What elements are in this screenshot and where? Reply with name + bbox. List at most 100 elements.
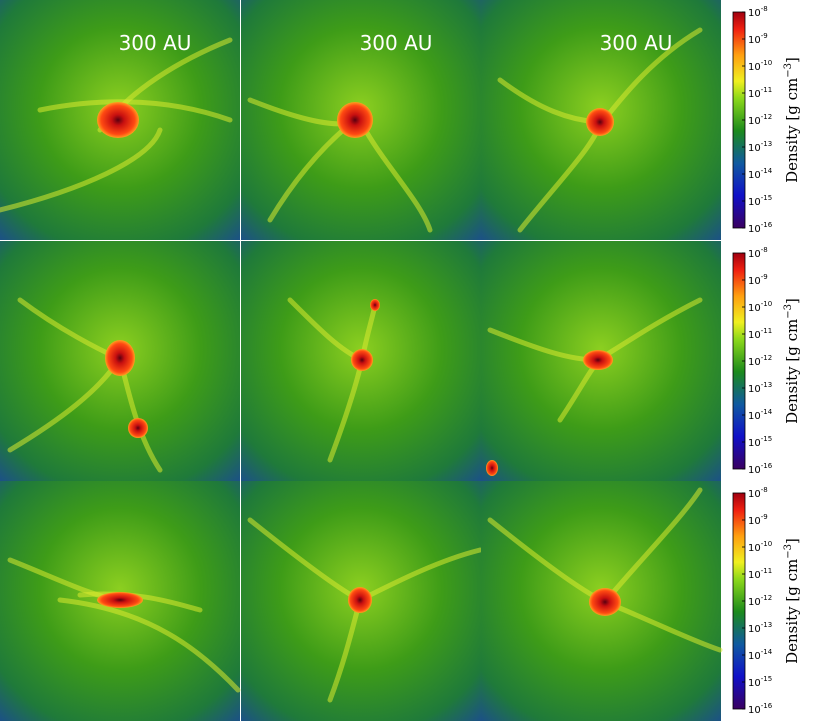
dense-core: [97, 102, 139, 138]
colorbar-tick-label: 10-14: [748, 408, 773, 422]
label-exponent: −3: [783, 544, 794, 559]
label-exponent: −3: [783, 304, 794, 319]
tick-base: 10: [748, 303, 761, 314]
dense-core: [370, 299, 380, 311]
filament: [602, 599, 723, 653]
label-exponent: −3: [783, 63, 794, 78]
tick-base: 10: [748, 170, 761, 181]
colorbar-tick-label: 10-15: [748, 675, 772, 689]
filament: [0, 127, 163, 213]
tick-exponent: -11: [761, 567, 772, 575]
label-main: Density [g cm: [783, 78, 801, 183]
colorbar-tick-label: 10-10: [748, 300, 772, 314]
dense-core: [97, 592, 143, 608]
colorbar-tick-label: 10-12: [748, 354, 772, 368]
tick-exponent: -10: [761, 59, 772, 67]
tick-base: 10: [748, 489, 761, 500]
tick-base: 10: [748, 384, 761, 395]
tick-base: 10: [748, 597, 761, 608]
label-end: ]: [783, 57, 801, 63]
scale-label: 300 AU: [119, 31, 192, 55]
tick-base: 10: [748, 116, 761, 127]
colorbar-tick-label: 10-12: [748, 113, 772, 127]
tick-exponent: -12: [761, 354, 772, 362]
tick-exponent: -15: [761, 194, 772, 202]
colorbar-tick-label: 10-12: [748, 594, 772, 608]
colorbar-tick-label: 10-15: [748, 194, 772, 208]
tick-exponent: -15: [761, 675, 772, 683]
tick-base: 10: [748, 35, 761, 46]
colorbar-tick-label: 10-11: [748, 86, 772, 100]
tick-exponent: -8: [761, 246, 768, 254]
colorbar-tick-label: 10-16: [748, 702, 773, 716]
colorbar-tick-label: 10-8: [748, 5, 768, 19]
colorbar-tick-label: 10-8: [748, 246, 768, 260]
label-end: ]: [783, 538, 801, 544]
tick-base: 10: [748, 465, 761, 476]
label-main: Density [g cm: [783, 559, 801, 664]
filament: [602, 487, 703, 605]
tick-exponent: -13: [761, 621, 772, 629]
panel-grid: 300 AU 300 AU 300 AU: [0, 0, 723, 721]
dense-core: [348, 587, 372, 613]
tick-base: 10: [748, 224, 761, 235]
tick-base: 10: [748, 330, 761, 341]
tick-exponent: -14: [761, 408, 773, 416]
filament: [357, 547, 483, 603]
tick-base: 10: [748, 249, 761, 260]
tick-base: 10: [748, 62, 761, 73]
colorbar-tick-label: 10-15: [748, 435, 772, 449]
label-end: ]: [783, 298, 801, 304]
tick-exponent: -10: [761, 300, 772, 308]
scale-label: 300 AU: [600, 31, 673, 55]
label-main: Density [g cm: [783, 319, 801, 424]
colorbar-tick-label: 10-11: [748, 567, 772, 581]
tick-exponent: -12: [761, 594, 772, 602]
colorbar-tick-label: 10-14: [748, 648, 773, 662]
tick-exponent: -15: [761, 435, 772, 443]
colorbar-tick-label: 10-13: [748, 381, 772, 395]
tick-base: 10: [748, 651, 761, 662]
tick-exponent: -16: [761, 221, 773, 229]
colorbar-tick-label: 10-13: [748, 621, 772, 635]
tick-base: 10: [748, 276, 761, 287]
tick-exponent: -8: [761, 486, 768, 494]
tick-exponent: -13: [761, 381, 772, 389]
dense-core: [105, 340, 135, 376]
tick-exponent: -16: [761, 462, 773, 470]
colorbar-label: Density [g cm−3]: [783, 57, 801, 183]
tick-exponent: -16: [761, 702, 773, 710]
tick-base: 10: [748, 197, 761, 208]
tick-exponent: -9: [761, 32, 768, 40]
colorbar-tick-label: 10-8: [748, 486, 768, 500]
tick-base: 10: [748, 143, 761, 154]
tick-exponent: -9: [761, 273, 768, 281]
tick-base: 10: [748, 678, 761, 689]
tick-exponent: -13: [761, 140, 772, 148]
tick-base: 10: [748, 8, 761, 19]
colorbar-tick-label: 10-16: [748, 221, 773, 235]
colorbar-tick-label: 10-16: [748, 462, 773, 476]
colorbars: 10-810-910-1010-1110-1210-1310-1410-1510…: [732, 5, 801, 716]
filament: [357, 117, 433, 233]
dense-core: [583, 350, 613, 370]
tick-base: 10: [748, 543, 761, 554]
tick-base: 10: [748, 411, 761, 422]
tick-base: 10: [748, 705, 761, 716]
tick-exponent: -9: [761, 513, 768, 521]
dense-core: [586, 108, 614, 136]
tick-exponent: -14: [761, 167, 773, 175]
colorbar-label: Density [g cm−3]: [783, 538, 801, 664]
colorbar-tick-label: 10-10: [748, 540, 772, 554]
colorbar-tick-label: 10-9: [748, 513, 768, 527]
tick-base: 10: [748, 357, 761, 368]
dense-core: [589, 588, 621, 616]
colorbar-tick-label: 10-13: [748, 140, 772, 154]
tick-base: 10: [748, 624, 761, 635]
colorbar-tick-label: 10-9: [748, 32, 768, 46]
colorbar-label: Density [g cm−3]: [783, 298, 801, 424]
tick-exponent: -11: [761, 327, 772, 335]
tick-exponent: -11: [761, 86, 772, 94]
dense-core: [351, 349, 373, 371]
